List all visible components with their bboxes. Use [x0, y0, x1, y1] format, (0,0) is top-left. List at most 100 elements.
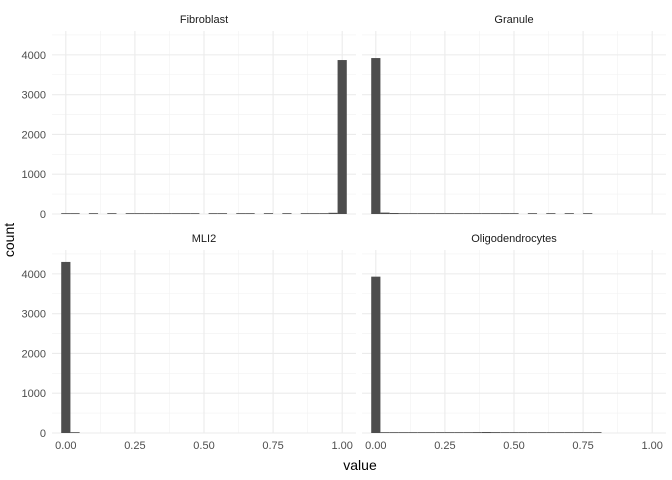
histogram-bar	[481, 432, 491, 433]
histogram-bar	[454, 213, 464, 214]
histogram-bar	[153, 213, 163, 214]
histogram-bar	[435, 213, 445, 214]
histogram-bar	[527, 213, 538, 214]
histogram-bar	[208, 213, 218, 214]
histogram-bar	[309, 213, 320, 214]
histogram-bar	[70, 432, 80, 433]
x-tick-label: 0.00	[365, 440, 386, 452]
histogram-bar	[518, 432, 528, 433]
histogram-bar	[444, 213, 455, 214]
facet-label: Oligodendrocytes	[471, 233, 557, 245]
histogram-bar	[463, 213, 473, 214]
histogram-bar	[417, 213, 427, 214]
y-tick-label: 0	[40, 428, 46, 440]
histogram-bar	[537, 432, 547, 433]
histogram-bar	[125, 213, 135, 214]
histogram-bar	[408, 213, 418, 214]
histogram-bar	[426, 432, 436, 433]
histogram-bar	[417, 432, 427, 433]
facet-label: Granule	[494, 14, 533, 26]
histogram-bar	[583, 432, 593, 433]
histogram-bar	[444, 432, 455, 433]
histogram-bar	[509, 432, 519, 433]
histogram-bar	[546, 213, 556, 214]
histogram-bar	[435, 432, 445, 433]
histogram-bar	[70, 213, 80, 214]
histogram-bar	[527, 432, 538, 433]
y-tick-label: 1000	[22, 388, 46, 400]
y-tick-label: 2000	[22, 348, 46, 360]
histogram-bar	[300, 213, 310, 214]
histogram-bar	[472, 432, 482, 433]
y-tick-label: 2000	[22, 129, 46, 141]
histogram-bar	[245, 213, 255, 214]
histogram-bar	[371, 276, 381, 433]
histogram-bar	[319, 213, 329, 214]
histogram-bar	[500, 213, 510, 214]
histogram-bar	[61, 261, 71, 433]
histogram-bar	[337, 60, 347, 214]
x-tick-label: 0.50	[503, 440, 524, 452]
y-tick-label: 3000	[22, 90, 46, 102]
x-tick-label: 0.75	[572, 440, 593, 452]
panels-layer: Fibroblast 0 1000 2000 3000 4000 Granule MLI2 0 1…	[22, 14, 666, 452]
panel-granule: Granule	[362, 14, 666, 215]
histogram-bar	[190, 213, 200, 214]
histogram-bar	[236, 213, 246, 214]
histogram-bar	[426, 213, 436, 214]
histogram-bar	[463, 432, 473, 433]
histogram-bar	[144, 213, 154, 214]
x-tick-label: 1.00	[331, 440, 352, 452]
histogram-bar	[389, 213, 399, 214]
y-tick-label: 1000	[22, 169, 46, 181]
histogram-bar	[573, 432, 584, 433]
histogram-bar	[564, 432, 574, 433]
histogram-bar	[555, 432, 565, 433]
panel-mli2: MLI2 0 1000 2000 3000 4000 0.00 0.25 0.50 0.75 1.0…	[22, 233, 356, 452]
histogram-bar	[171, 213, 181, 214]
histogram-bar	[472, 213, 482, 214]
histogram-bar	[408, 432, 418, 433]
histogram-bar	[389, 432, 399, 433]
histogram-bar	[162, 213, 172, 214]
histogram-bar	[88, 213, 99, 214]
facet-label: MLI2	[192, 233, 216, 245]
y-tick-label: 4000	[22, 269, 46, 281]
histogram-bar	[134, 213, 145, 214]
histogram-bar	[380, 432, 390, 433]
y-tick-label: 4000	[22, 50, 46, 62]
histogram-bar	[454, 432, 464, 433]
x-tick-label: 0.50	[193, 440, 214, 452]
facet-label: Fibroblast	[180, 14, 228, 26]
histogram-bar	[263, 213, 274, 214]
histogram-bar	[217, 213, 228, 214]
panel-fibroblast: Fibroblast 0 1000 2000 3000 4000	[22, 14, 356, 221]
x-axis-title: value	[343, 457, 377, 473]
x-tick-label: 0.25	[434, 440, 455, 452]
histogram-bar	[564, 213, 574, 214]
histogram-bar	[500, 432, 510, 433]
histogram-bar	[546, 432, 556, 433]
panel-oligodendrocytes: Oligodendrocytes 0.00 0.25 0.50 0.75 1.00	[362, 233, 666, 452]
y-tick-label: 3000	[22, 309, 46, 321]
x-tick-label: 0.25	[124, 440, 145, 452]
histogram-bar	[107, 213, 117, 214]
histogram-bar	[398, 213, 409, 214]
histogram-bar	[592, 432, 602, 433]
histogram-bar	[328, 212, 338, 214]
histogram-bar	[490, 432, 501, 433]
histogram-bar	[583, 213, 593, 214]
histogram-bar	[481, 213, 491, 214]
y-axis-title: count	[1, 223, 17, 257]
histogram-bar	[398, 432, 409, 433]
histogram-bar	[282, 213, 292, 214]
x-tick-label: 0.00	[55, 440, 76, 452]
x-tick-label: 1.00	[641, 440, 662, 452]
histogram-bar	[371, 58, 381, 215]
histogram-bar	[490, 213, 501, 214]
histogram-bar	[509, 213, 519, 214]
histogram-bar	[380, 212, 390, 214]
histogram-bar	[61, 213, 71, 214]
y-tick-label: 0	[40, 209, 46, 221]
